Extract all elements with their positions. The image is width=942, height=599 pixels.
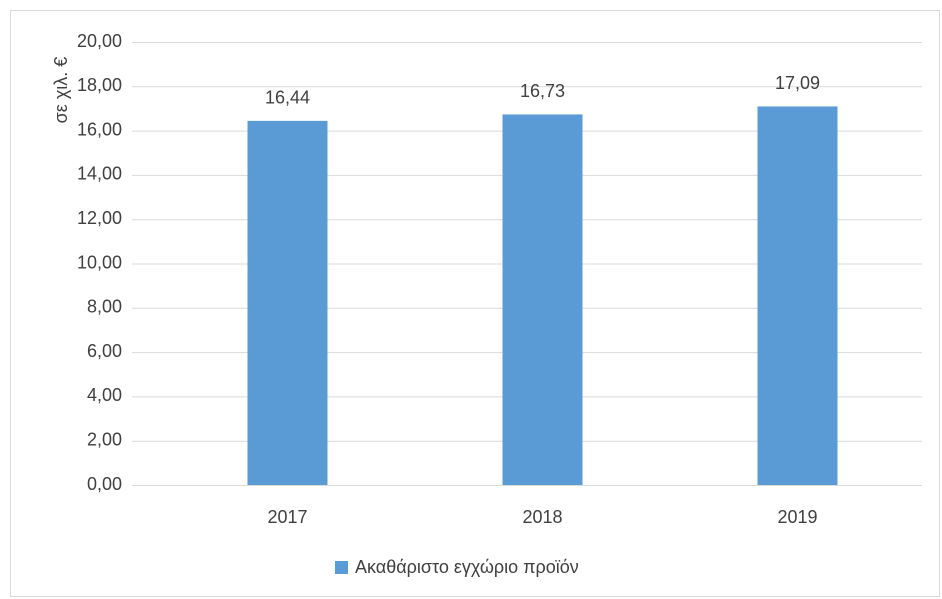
y-tick-label: 12,00 [77, 208, 122, 228]
y-tick-label: 20,00 [77, 31, 122, 51]
legend-swatch [335, 561, 348, 574]
y-tick-label: 8,00 [87, 297, 122, 317]
y-tick-label: 6,00 [87, 341, 122, 361]
bar [757, 106, 838, 486]
y-tick-label: 18,00 [77, 75, 122, 95]
legend-label: Ακαθάριστο εγχώριο προϊόν [355, 557, 579, 577]
y-tick-label: 16,00 [77, 119, 122, 139]
data-label: 17,09 [775, 73, 820, 93]
bar [502, 114, 583, 486]
x-tick-label: 2019 [777, 507, 817, 527]
x-tick-label: 2017 [267, 507, 307, 527]
data-label: 16,73 [520, 81, 565, 101]
bar [247, 120, 328, 485]
y-axis-title: σε χιλ. € [51, 57, 71, 124]
x-tick-label: 2018 [522, 507, 562, 527]
y-tick-label: 4,00 [87, 385, 122, 405]
data-label: 16,44 [265, 88, 310, 108]
y-tick-label: 0,00 [87, 474, 122, 494]
y-tick-label: 14,00 [77, 164, 122, 184]
y-tick-label: 10,00 [77, 252, 122, 272]
y-tick-label: 2,00 [87, 429, 122, 449]
